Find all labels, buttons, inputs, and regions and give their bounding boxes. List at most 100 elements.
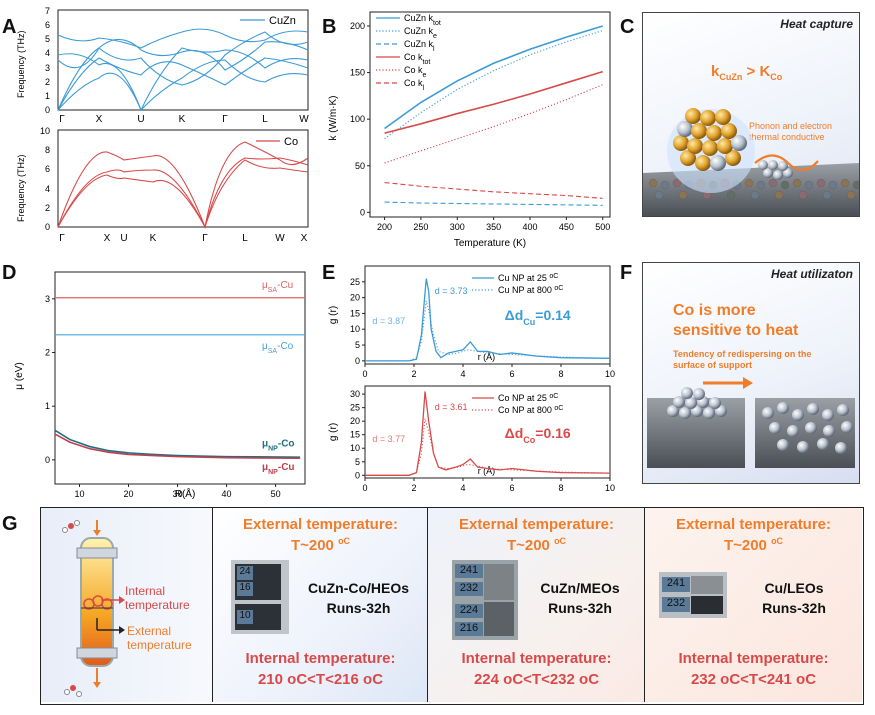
y-tick-label: 25 bbox=[350, 403, 360, 413]
panel-label-f: F bbox=[620, 262, 633, 284]
g-col2-sample bbox=[484, 564, 514, 600]
y-tick-label: 100 bbox=[350, 114, 365, 124]
a-bot-ytick: 8 bbox=[45, 145, 50, 155]
x-tick-label: 6 bbox=[509, 483, 514, 493]
external-temp-line-2: temperature bbox=[127, 638, 192, 652]
panel-f: Heat utilizaton Co is more sensitive to … bbox=[642, 262, 860, 484]
a-bot-ytick: 0 bbox=[45, 222, 50, 232]
a-top-ytick: 1 bbox=[45, 91, 50, 101]
catalyst-bead bbox=[101, 598, 113, 610]
x-tick-label: 350 bbox=[486, 222, 501, 232]
y-tick-label: 1 bbox=[45, 401, 50, 411]
x-tick-label: 20 bbox=[124, 489, 134, 499]
series-label-sub: SA bbox=[268, 286, 278, 293]
series-label: μNP-Co bbox=[262, 438, 295, 452]
series-label: μNP-Cu bbox=[262, 462, 295, 476]
cuzn-cluster bbox=[673, 108, 747, 171]
co-dispersed-right bbox=[762, 402, 853, 454]
y-tick-label: 10 bbox=[350, 443, 360, 453]
g-col1-photo: 24 16 10 bbox=[231, 560, 289, 634]
x-tick-label: 200 bbox=[377, 222, 392, 232]
g-col3-sample bbox=[691, 596, 723, 614]
formula-k-cuzn-sub: CuZn bbox=[719, 72, 743, 82]
panel-f-sub: Tendency of redispersing on the surface … bbox=[673, 349, 811, 371]
g-col2-tag: 216 bbox=[455, 622, 483, 636]
y-tick-label: 50 bbox=[355, 161, 365, 171]
panel-a-top-ticks: 0 1 2 3 4 5 6 7 Γ X U K Γ L W bbox=[45, 6, 309, 125]
y-tick-label: 15 bbox=[350, 430, 360, 440]
y-tick-label: 3 bbox=[45, 294, 50, 304]
a-top-ytick: 0 bbox=[45, 105, 50, 115]
x-axis-label: R(Å) bbox=[175, 487, 196, 500]
a-bot-ytick: 10 bbox=[40, 126, 50, 136]
panel-c: Heat capture kCuZn > KCo Phonon and elec… bbox=[642, 12, 860, 217]
plot-frame bbox=[364, 265, 611, 365]
series-label-suffix: -Co bbox=[277, 341, 294, 352]
g-col2-ext-unit: oC bbox=[554, 536, 567, 546]
distance-label-1: d = 3.61 bbox=[435, 402, 468, 412]
g-col2-tag: 232 bbox=[455, 582, 483, 596]
a-bot-ytick: 6 bbox=[45, 164, 50, 174]
g-col2-int-title: Internal temperature: bbox=[461, 650, 612, 667]
x-axis-label: r (Å) bbox=[478, 352, 496, 362]
series-line bbox=[384, 70, 603, 134]
g-col1-int-value: 210 oC<T<216 oC bbox=[257, 671, 384, 688]
a-bot-xtick: Γ bbox=[59, 233, 65, 244]
a-top-ylabel: Frequency (THz) bbox=[16, 30, 26, 98]
g-col3-int-title: Internal temperature: bbox=[678, 650, 829, 667]
x-tick-label: 4 bbox=[460, 369, 465, 379]
panel-a-bottom-frame bbox=[57, 129, 309, 228]
molecule-icon bbox=[68, 523, 74, 529]
panel-label-d: D bbox=[2, 262, 17, 284]
series-line bbox=[384, 181, 603, 199]
a-top-ytick: 5 bbox=[45, 34, 50, 44]
g-col1-ext-unit: oC bbox=[338, 536, 351, 546]
y-tick-label: 0 bbox=[360, 207, 365, 217]
support-atoms bbox=[648, 178, 859, 200]
a-bot-branch bbox=[57, 157, 309, 229]
panel-f-sub-2: surface of support bbox=[673, 360, 753, 370]
g-col1-tag: 24 bbox=[237, 566, 253, 580]
a-top-xtick: U bbox=[137, 114, 144, 125]
reactor-cell: Internal temperature External temperatur… bbox=[41, 508, 212, 702]
distance-label-2: d = 3.77 bbox=[372, 434, 405, 444]
y-axis-label: g (r) bbox=[328, 306, 339, 324]
internal-temp-label: Internal temperature bbox=[125, 584, 190, 612]
series-label-sub: NP bbox=[268, 468, 278, 475]
x-tick-label: 40 bbox=[222, 489, 232, 499]
series-label-suffix: -Cu bbox=[278, 462, 295, 473]
x-tick-label: 300 bbox=[450, 222, 465, 232]
legend-unit: oC bbox=[554, 405, 563, 412]
legend-label-sub: e bbox=[433, 33, 437, 40]
legend-label-sub: tot bbox=[423, 59, 431, 66]
legend-label: Cu NP at 25 oC bbox=[498, 273, 558, 284]
series-label-sub: NP bbox=[268, 445, 278, 452]
panel-c-annotation: Phonon and electron thermal conductive bbox=[749, 121, 832, 143]
co-cluster-left bbox=[667, 387, 727, 419]
x-tick-label: 500 bbox=[595, 222, 610, 232]
legend-unit: oC bbox=[549, 273, 558, 280]
a-bot-legend: Co bbox=[284, 136, 298, 148]
legend-label: CuZn ke bbox=[404, 26, 437, 40]
g-col2-ext-value-text: T~200 bbox=[506, 537, 555, 554]
y-tick-label: 0 bbox=[45, 455, 50, 465]
a-bot-xtick: X bbox=[301, 233, 308, 244]
g-col2-ext-title: External temperature: bbox=[458, 516, 615, 533]
x-tick-label: 10 bbox=[75, 489, 85, 499]
a-top-ytick: 4 bbox=[45, 48, 50, 58]
g-col3-tag: 232 bbox=[662, 597, 690, 612]
annotation-line-2: thermal conductive bbox=[749, 132, 825, 142]
y-axis-label: μ (eV) bbox=[14, 362, 25, 389]
a-bot-xtick: X bbox=[104, 233, 111, 244]
g-col1-int-title: Internal temperature: bbox=[245, 650, 396, 667]
a-top-branch bbox=[57, 38, 309, 111]
panel-c-scene bbox=[643, 108, 859, 216]
y-tick-label: 0 bbox=[355, 356, 360, 366]
series-line bbox=[365, 418, 611, 476]
series-line bbox=[365, 300, 611, 362]
x-tick-label: 50 bbox=[271, 489, 281, 499]
external-temp-line-1: External bbox=[127, 624, 172, 638]
panel-a: 0 1 2 3 4 5 6 7 Γ X U K Γ L W Frequency … bbox=[16, 6, 309, 244]
a-top-xtick: Γ bbox=[222, 114, 228, 125]
a-top-xtick: Γ bbox=[59, 114, 65, 125]
